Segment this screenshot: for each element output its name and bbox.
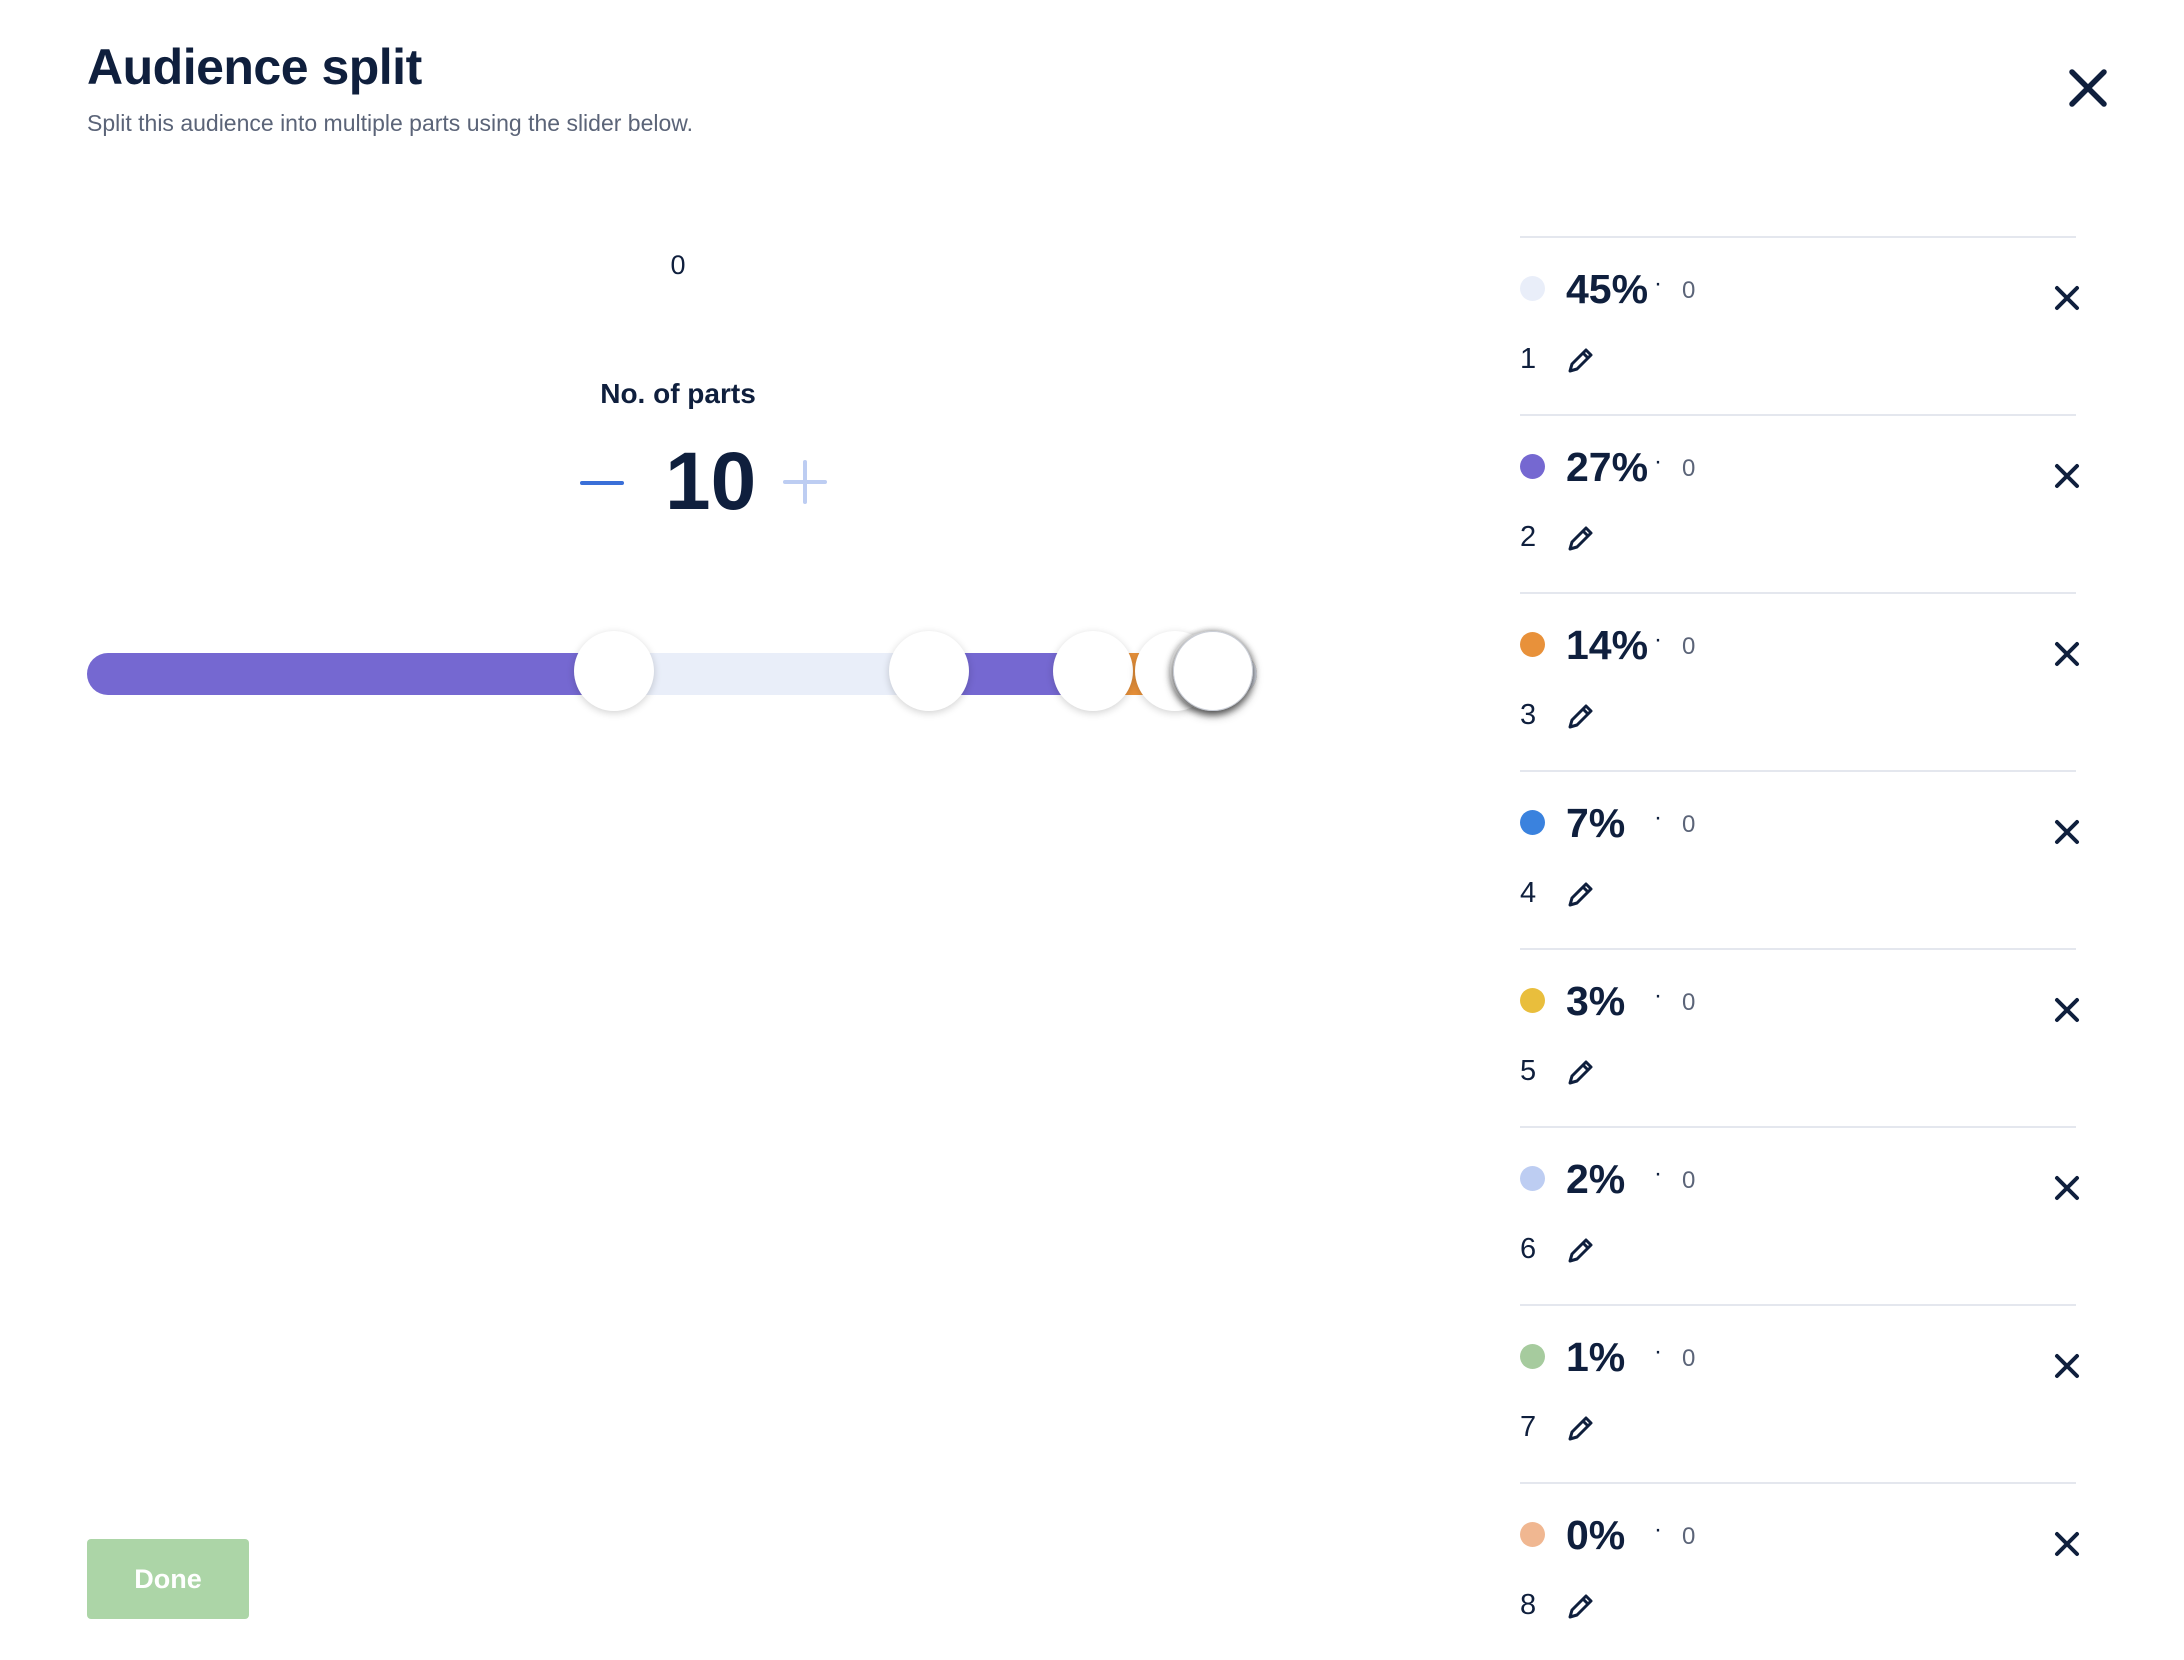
part-count: 0 bbox=[1682, 633, 1696, 660]
remove-part-button[interactable] bbox=[2052, 1173, 2082, 1203]
remove-part-button[interactable] bbox=[2052, 995, 2082, 1025]
part-color-dot bbox=[1520, 1522, 1545, 1547]
close-icon bbox=[2055, 1354, 2079, 1378]
pencil-icon bbox=[1568, 1238, 1593, 1263]
part-count: 0 bbox=[1682, 277, 1696, 304]
close-icon bbox=[2055, 820, 2079, 844]
part-name: 3 bbox=[1520, 699, 1537, 731]
done-button[interactable]: Done bbox=[87, 1539, 249, 1619]
pencil-icon bbox=[1568, 1416, 1593, 1441]
part-row: 45% · 0 1 bbox=[1520, 236, 2079, 414]
part-name: 6 bbox=[1520, 1233, 1537, 1265]
remove-part-button[interactable] bbox=[2052, 1529, 2082, 1559]
part-separator: · bbox=[1654, 1516, 1662, 1543]
close-icon bbox=[2055, 998, 2079, 1022]
minus-icon[interactable] bbox=[580, 481, 624, 485]
part-row: 2% · 0 6 bbox=[1520, 1126, 2079, 1304]
part-color-dot bbox=[1520, 276, 1545, 301]
close-icon bbox=[2055, 286, 2079, 310]
close-icon bbox=[2055, 464, 2079, 488]
pencil-icon bbox=[1568, 526, 1593, 551]
remove-part-button[interactable] bbox=[2052, 639, 2082, 669]
part-percent: 0% bbox=[1566, 1512, 1626, 1558]
edit-part-button[interactable] bbox=[1566, 1235, 1596, 1265]
part-separator: · bbox=[1654, 804, 1662, 831]
slider-handle[interactable] bbox=[889, 631, 970, 711]
edit-part-button[interactable] bbox=[1566, 879, 1596, 909]
part-color-dot bbox=[1520, 632, 1545, 657]
part-row: 27% · 0 2 bbox=[1520, 414, 2079, 592]
pencil-icon bbox=[1568, 1060, 1593, 1085]
part-percent: 2% bbox=[1566, 1156, 1626, 1202]
part-name: 4 bbox=[1520, 877, 1537, 909]
part-separator: · bbox=[1654, 626, 1662, 653]
slider-handle[interactable] bbox=[1173, 631, 1253, 711]
modal-subtitle: Split this audience into multiple parts … bbox=[87, 110, 694, 136]
parts-count-label: No. of parts bbox=[600, 378, 756, 409]
part-count: 0 bbox=[1682, 811, 1696, 838]
part-percent: 45% bbox=[1566, 266, 1649, 312]
remove-part-button[interactable] bbox=[2052, 283, 2082, 313]
part-color-dot bbox=[1520, 988, 1545, 1013]
edit-part-button[interactable] bbox=[1566, 701, 1596, 731]
part-separator: · bbox=[1654, 1338, 1662, 1365]
edit-part-button[interactable] bbox=[1566, 1413, 1596, 1443]
part-percent: 1% bbox=[1566, 1334, 1626, 1380]
part-row: 1% · 0 7 bbox=[1520, 1304, 2079, 1482]
part-count: 0 bbox=[1682, 455, 1696, 482]
slider-segment bbox=[87, 653, 636, 695]
part-name: 5 bbox=[1520, 1055, 1537, 1087]
close-icon bbox=[2069, 69, 2107, 107]
pencil-icon bbox=[1568, 704, 1593, 729]
part-count: 0 bbox=[1682, 989, 1696, 1016]
edit-part-button[interactable] bbox=[1566, 345, 1596, 375]
part-row: 7% · 0 4 bbox=[1520, 770, 2079, 948]
slider-handle[interactable] bbox=[1053, 631, 1134, 711]
part-row: 3% · 0 5 bbox=[1520, 948, 2079, 1126]
part-name: 1 bbox=[1520, 343, 1537, 375]
pencil-icon bbox=[1568, 882, 1593, 907]
remove-part-button[interactable] bbox=[2052, 1351, 2082, 1381]
part-percent: 7% bbox=[1566, 800, 1626, 846]
part-color-dot bbox=[1520, 810, 1545, 835]
part-name: 2 bbox=[1520, 521, 1537, 553]
part-percent: 3% bbox=[1566, 978, 1626, 1024]
part-color-dot bbox=[1520, 454, 1545, 479]
part-count: 0 bbox=[1682, 1345, 1696, 1372]
part-row: 0% · 0 8 bbox=[1520, 1482, 2079, 1660]
close-icon bbox=[2055, 642, 2079, 666]
total-count: 0 bbox=[670, 250, 686, 280]
part-count: 0 bbox=[1682, 1167, 1696, 1194]
part-name: 7 bbox=[1520, 1411, 1537, 1443]
parts-stepper: 10 bbox=[575, 432, 835, 532]
part-separator: · bbox=[1654, 448, 1662, 475]
plus-icon[interactable] bbox=[783, 460, 827, 504]
part-percent: 14% bbox=[1566, 622, 1649, 668]
remove-part-button[interactable] bbox=[2052, 461, 2082, 491]
parts-count-value: 10 bbox=[665, 436, 757, 527]
part-percent: 27% bbox=[1566, 444, 1649, 490]
part-separator: · bbox=[1654, 1160, 1662, 1187]
slider-handle[interactable] bbox=[573, 631, 654, 711]
part-color-dot bbox=[1520, 1344, 1545, 1369]
part-separator: · bbox=[1654, 270, 1662, 297]
edit-part-button[interactable] bbox=[1566, 523, 1596, 553]
edit-part-button[interactable] bbox=[1566, 1591, 1596, 1621]
remove-part-button[interactable] bbox=[2052, 817, 2082, 847]
part-color-dot bbox=[1520, 1166, 1545, 1191]
part-name: 8 bbox=[1520, 1589, 1537, 1621]
pencil-icon bbox=[1568, 1594, 1593, 1619]
part-row: 14% · 0 3 bbox=[1520, 592, 2079, 770]
close-icon bbox=[2055, 1176, 2079, 1200]
close-icon bbox=[2055, 1532, 2079, 1556]
split-slider[interactable] bbox=[87, 631, 1257, 711]
modal-title: Audience split bbox=[87, 39, 422, 95]
part-separator: · bbox=[1654, 982, 1662, 1009]
parts-list: 45% · 0 1 27% · 0 2 14% · 0 3 7% · 0 4 3% · 0 5 2% · 0 6 1% · 0 7 0%… bbox=[1520, 236, 2079, 1660]
edit-part-button[interactable] bbox=[1566, 1057, 1596, 1087]
pencil-icon bbox=[1568, 348, 1593, 373]
close-modal-button[interactable] bbox=[2064, 64, 2112, 112]
part-count: 0 bbox=[1682, 1523, 1696, 1550]
